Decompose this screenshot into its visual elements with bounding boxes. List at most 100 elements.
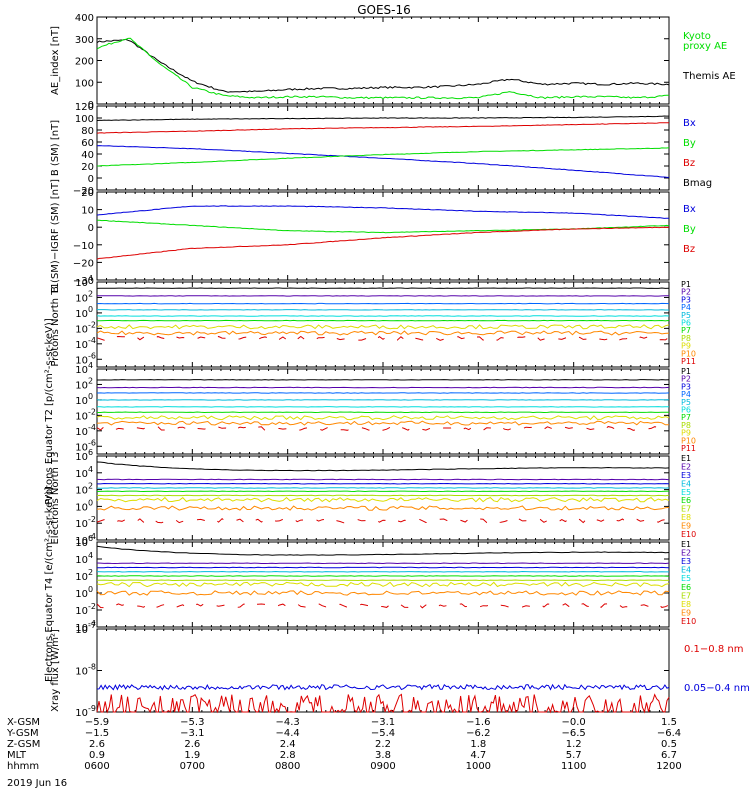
x-tick-value: 1200 [656, 761, 681, 772]
legend-entry: P8 [681, 334, 691, 343]
legend-entry: E7 [681, 505, 691, 514]
y-tick-label: 10 [75, 572, 88, 583]
panel-5: Protons Equator T2 [p/(cm²-s-sr-keV)] 10 4… [44, 318, 696, 505]
y-tick-label: 10 [75, 589, 88, 600]
channel-line [96, 406, 669, 408]
legend-entry: P5 [681, 311, 691, 320]
x-tick-value: 4.7 [470, 750, 486, 761]
channel-line [96, 392, 670, 394]
series-line-xray [96, 693, 670, 714]
channel-line [96, 302, 670, 305]
y-tick-exponent: 4 [88, 465, 93, 474]
legend-entry: 0.1−0.8 nm [684, 644, 743, 655]
legend-entry: E9 [681, 522, 691, 531]
x-tick-value: 2.2 [375, 739, 391, 750]
date-label: 2019 Jun 16 [7, 778, 67, 789]
y-tick-exponent: 0 [88, 498, 93, 507]
legend-entry: P2 [681, 375, 691, 384]
channel-line [97, 319, 670, 322]
y-tick-label: 10 [75, 536, 88, 547]
y-axis-label: AE_index [nT] [50, 26, 61, 95]
legend-entry: P5 [681, 398, 691, 407]
y-tick-exponent: 2 [88, 289, 93, 298]
y-tick-exponent: -4 [88, 619, 96, 628]
channel-line [96, 603, 670, 609]
y-axis-label: B (SM) [nT] [50, 120, 61, 176]
y-tick-label: 10 [75, 469, 88, 480]
y-tick-label: 10 [75, 486, 88, 497]
y-tick-exponent: -2 [88, 515, 96, 524]
y-tick-label: 10 [75, 427, 88, 438]
legend-entry: Bx [683, 204, 696, 215]
y-tick-label: 10 [75, 340, 88, 351]
x-tick-value: −1.6 [466, 717, 490, 728]
channel-line [96, 494, 670, 497]
y-tick-label: −30 [73, 276, 94, 287]
y-tick-label: 10 [75, 519, 88, 530]
y-tick-exponent: 0 [88, 305, 93, 314]
x-tick-value: 2.8 [280, 750, 296, 761]
legend-entry: E4 [681, 566, 691, 575]
legend-entry: E5 [681, 574, 691, 583]
plot-title: GOES-16 [357, 3, 411, 17]
legend-entry: E2 [681, 462, 691, 471]
legend-entry: P3 [681, 295, 691, 304]
x-tick-value: −5.3 [180, 717, 204, 728]
y-tick-label: −20 [73, 186, 94, 197]
y-tick-label: 10 [75, 667, 88, 678]
legend-entry: E1 [681, 540, 691, 549]
legend-entry: P7 [681, 413, 691, 422]
y-tick-label: 20 [81, 188, 94, 199]
legend-entry: Bz [683, 244, 695, 255]
channel-line [96, 590, 670, 596]
x-tick-value: 1100 [561, 761, 586, 772]
channel-line [96, 426, 670, 431]
y-tick-label: 10 [75, 380, 88, 391]
y-tick-exponent: -6 [88, 351, 96, 360]
legend-entry: proxy AE [683, 41, 727, 52]
x-tick-value: 2.6 [184, 739, 200, 750]
legend-entry: Bmag [683, 178, 712, 189]
legend-entry: P2 [681, 288, 691, 297]
y-tick-exponent: 0 [88, 392, 93, 401]
legend-entry: By [683, 138, 696, 149]
y-tick-label: 40 [81, 150, 94, 161]
y-axis-label: Xray flux [W/m²] [50, 629, 61, 712]
y-tick-exponent: 6 [88, 534, 93, 543]
y-axis-label: Protons Equator T2 [p/(cm²-s-sr-keV)] [44, 318, 55, 505]
y-tick-label: 10 [75, 502, 88, 513]
legend-entry: P6 [681, 406, 691, 415]
legend-entry: P7 [681, 326, 691, 335]
x-tick-value: 1.8 [470, 739, 486, 750]
legend-entry: P9 [681, 342, 691, 351]
channel-line [96, 575, 670, 577]
x-tick-value: 1000 [466, 761, 491, 772]
channel-line [97, 411, 670, 414]
legend-entry: E8 [681, 513, 691, 522]
y-tick-label: 0 [88, 174, 94, 185]
y-tick-exponent: 4 [88, 361, 93, 370]
x-tick-value: −5.4 [371, 728, 395, 739]
y-axis-label: Protons North T1 [50, 282, 61, 366]
panel-frame [96, 368, 670, 455]
series-line-bz [96, 122, 670, 134]
y-tick-label: 20 [81, 162, 94, 173]
x-tick-value: 0900 [370, 761, 395, 772]
channel-line [96, 505, 670, 511]
y-tick-exponent: -7 [88, 621, 96, 630]
x-tick-value: −0.0 [562, 717, 586, 728]
y-axis-label: Electrons Equator T4 [e/(cm²-s-sr-keV)] [44, 487, 55, 682]
x-tick-value: 3.8 [375, 750, 391, 761]
channel-line [96, 490, 670, 493]
legend-entry: P3 [681, 382, 691, 391]
y-tick-label: 10 [81, 206, 94, 217]
x-tick-value: 0800 [275, 761, 300, 772]
x-tick-value: −6.4 [657, 728, 681, 739]
series-line-bz [96, 226, 669, 260]
legend-entry: 0.05−0.4 nm [684, 683, 750, 694]
series-line-by [97, 219, 670, 234]
legend-entry: P1 [681, 280, 691, 289]
